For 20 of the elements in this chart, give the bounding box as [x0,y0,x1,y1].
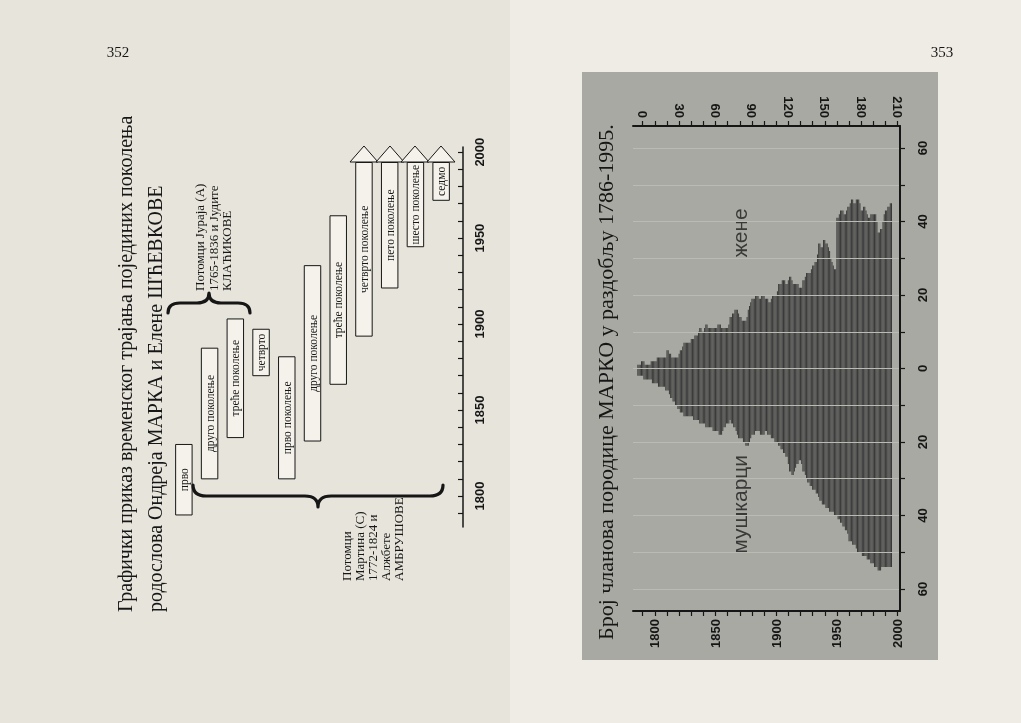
y-tick-label: 1950 [472,223,487,253]
annotation: Потомци Јураја (А) 1765-1836 и Јудите КЛАЋИКОВЕ [192,183,235,291]
category-label: седмо [435,166,448,196]
category-label: друго поколење [203,375,216,453]
category-label: четврто поколење [357,205,370,293]
y-tick-label: 1800 [472,481,487,511]
category-label: треће поколење [332,261,345,339]
category-label: друго поколење [306,314,319,392]
text: 352 [106,44,130,60]
category-label: четврто [255,333,268,372]
category-label: треће поколење [229,340,242,417]
y-tick-label: 1900 [472,309,487,339]
y-tick-label: 2000 [472,137,487,167]
text: Графички приказ временског трајања појединих поколења родослова Ондреја МАРКА и Елене ШЋЕВКОВЕ [114,115,167,612]
category-label: прво [177,468,190,492]
category-label: шесто поколење [409,164,422,245]
annotation: Потомци Мартина (С) 1772-1824 и Алжбете АМБРУШОВЕ [339,497,406,581]
category-label: прво поколење [280,381,293,455]
category-label: пето поколење [383,189,396,261]
y-tick-label: 1850 [472,395,487,425]
